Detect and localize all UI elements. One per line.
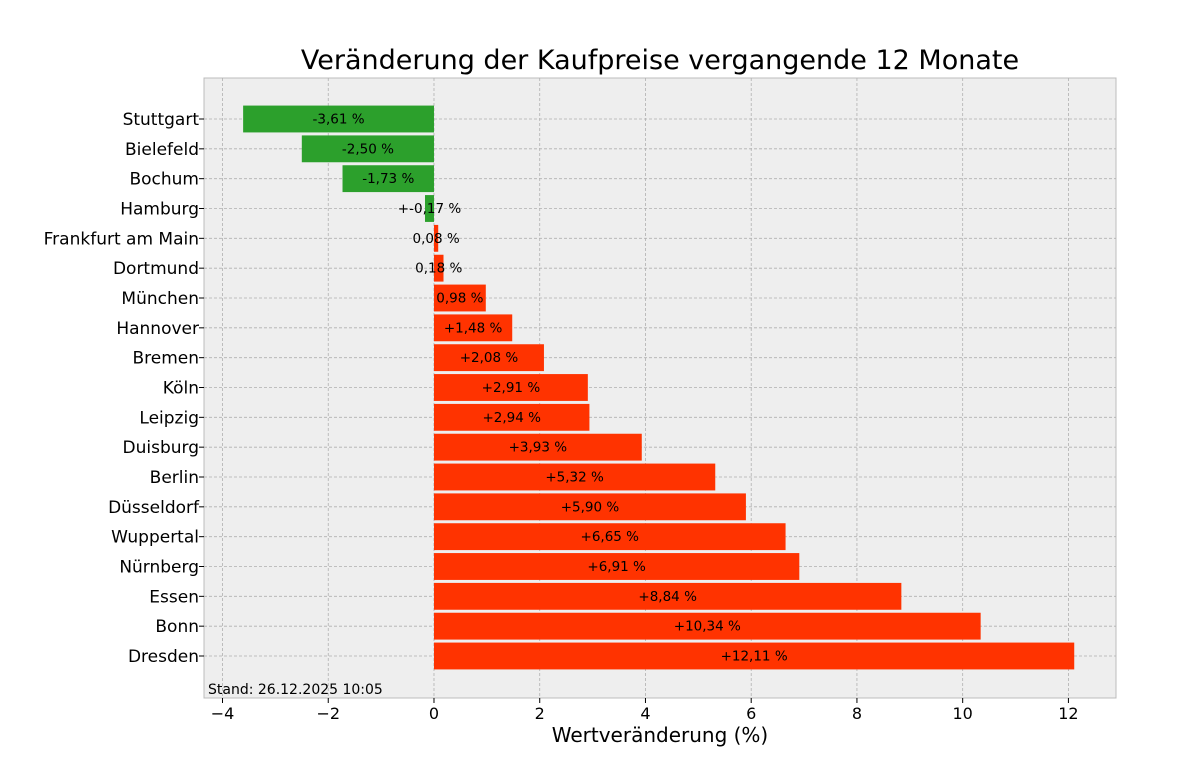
data-label: +5,90 % — [561, 499, 620, 515]
data-label: 0,08 % — [413, 231, 460, 247]
category-labels: Stuttgart Bielefeld Bochum Hamburg Frankfurt… — [44, 110, 204, 667]
data-label: +6,65 % — [581, 529, 640, 545]
category-label: Bochum — [129, 170, 199, 190]
data-labels: -3,61 % -2,50 % -1,73 % +-0,17 % 0,08 % 0,18 … — [313, 112, 788, 665]
category-label: Wuppertal — [111, 528, 199, 548]
x-axis-ticks: −4 −2 0 2 4 6 8 10 12 — [211, 698, 1079, 723]
category-label: Bremen — [132, 349, 199, 369]
bar — [433, 403, 590, 431]
data-label: +10,34 % — [674, 619, 741, 635]
bar — [433, 582, 902, 610]
bar — [243, 105, 434, 133]
x-tick-label: −4 — [211, 704, 235, 723]
x-tick-label: 2 — [535, 704, 545, 723]
bar — [433, 642, 1075, 670]
bar — [433, 463, 716, 491]
bar — [433, 254, 444, 282]
x-tick-label: 0 — [429, 704, 439, 723]
data-label: -3,61 % — [313, 112, 365, 128]
data-label: +-0,17 % — [398, 201, 462, 217]
category-label: Duisburg — [123, 438, 200, 458]
x-tick-label: 6 — [746, 704, 756, 723]
category-label: Hannover — [116, 319, 199, 339]
data-label: +6,91 % — [587, 559, 646, 575]
bar — [433, 284, 486, 312]
x-tick-label: 10 — [952, 704, 972, 723]
category-label: Nürnberg — [119, 558, 199, 578]
bar — [433, 433, 642, 461]
category-label: Essen — [149, 587, 199, 607]
data-label: +2,08 % — [460, 350, 519, 366]
category-label: Köln — [163, 379, 199, 399]
bar — [301, 135, 434, 163]
x-tick-label: 4 — [640, 704, 650, 723]
x-tick-label: 8 — [852, 704, 862, 723]
x-axis-label: Wertveränderung (%) — [552, 723, 769, 747]
bar — [433, 612, 981, 640]
bar — [433, 314, 513, 342]
category-label: Leipzig — [139, 408, 199, 428]
bar — [424, 195, 434, 222]
x-tick-label: 12 — [1058, 704, 1078, 723]
data-label: 0,98 % — [436, 291, 483, 307]
data-label: -2,50 % — [342, 141, 394, 157]
category-label: Dresden — [128, 647, 199, 667]
category-label: Bielefeld — [125, 140, 199, 160]
data-label: +8,84 % — [638, 589, 697, 605]
bars — [243, 105, 1075, 670]
bar — [433, 523, 786, 551]
category-label: Düsseldorf — [108, 498, 200, 518]
x-tick-label: −2 — [316, 704, 340, 723]
chart-title: Veränderung der Kaufpreise vergangende 1… — [301, 45, 1019, 76]
data-label: +2,94 % — [482, 410, 541, 426]
data-label: +5,32 % — [545, 470, 604, 486]
category-label: München — [121, 289, 199, 309]
bar — [433, 374, 588, 401]
data-label: +12,11 % — [721, 649, 788, 665]
category-label: Frankfurt am Main — [44, 229, 199, 249]
category-label: Hamburg — [120, 200, 199, 220]
category-label: Bonn — [155, 617, 199, 637]
data-label: +2,91 % — [482, 380, 541, 396]
timestamp-footnote: Stand: 26.12.2025 10:05 — [208, 682, 383, 698]
category-label: Dortmund — [113, 259, 199, 279]
bar — [433, 224, 439, 252]
data-label: +1,48 % — [444, 320, 503, 336]
data-label: -1,73 % — [362, 171, 414, 187]
bar — [433, 493, 746, 521]
data-label: 0,18 % — [415, 261, 462, 277]
data-label: +3,93 % — [509, 440, 568, 456]
bar — [433, 344, 544, 372]
bar — [342, 165, 434, 193]
category-label: Stuttgart — [123, 110, 200, 130]
bar — [433, 553, 800, 580]
category-label: Berlin — [150, 468, 199, 488]
